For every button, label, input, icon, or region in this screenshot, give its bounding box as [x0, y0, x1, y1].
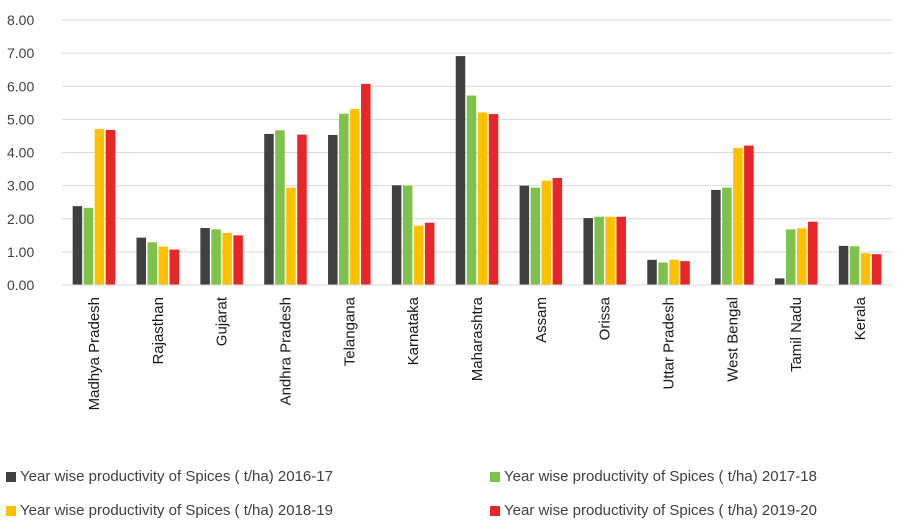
bar	[838, 245, 849, 285]
y-tick-label: 6.00	[7, 78, 34, 94]
bar	[680, 261, 690, 285]
bar	[733, 147, 743, 285]
bar	[519, 185, 530, 285]
bar	[477, 112, 488, 285]
bar	[605, 216, 615, 285]
bar	[796, 228, 807, 285]
gridlines	[62, 19, 892, 253]
bar	[339, 113, 349, 286]
bar	[711, 189, 721, 285]
bar	[275, 130, 285, 285]
bar	[72, 206, 83, 285]
legend-label-2018-19: Year wise productivity of Spices ( t/ha)…	[20, 502, 333, 519]
bar	[402, 185, 413, 285]
y-axis-ticks: 0.00 1.00 2.00 3.00 4.00 5.00 6.00 7.00 8.00	[7, 12, 34, 293]
bar	[744, 145, 754, 285]
bar	[541, 180, 552, 285]
bar-chart: 0.00 1.00 2.00 3.00 4.00 5.00 6.00 7.00 8.00 Mad…	[7, 12, 892, 410]
y-tick-label: 0.00	[7, 277, 34, 293]
bar	[785, 229, 796, 285]
y-tick-label: 5.00	[7, 111, 34, 127]
bar	[147, 242, 158, 285]
legend-item-2019-20: Year wise productivity of Spices ( t/ha)…	[490, 502, 817, 519]
bar	[136, 237, 147, 285]
legend-item-2016-17: Year wise productivity of Spices ( t/ha)…	[6, 468, 333, 485]
bar	[424, 222, 435, 285]
x-category-label: Gujarat	[214, 296, 231, 346]
bar	[530, 187, 541, 285]
x-category-label: Assam	[533, 297, 550, 343]
x-category-label: Maharashtra	[469, 296, 486, 381]
bar	[264, 133, 274, 285]
bar	[669, 259, 679, 285]
x-category-label: Telangana	[341, 296, 358, 366]
bar	[233, 235, 243, 285]
legend-label-2017-18: Year wise productivity of Spices ( t/ha)…	[504, 468, 817, 485]
bar	[413, 225, 424, 285]
bar	[211, 229, 221, 285]
bar	[552, 178, 563, 285]
x-category-label: West Bengal	[724, 297, 741, 382]
bar	[647, 259, 657, 285]
y-tick-label: 7.00	[7, 45, 34, 61]
bars	[72, 56, 882, 286]
x-category-label: Rajasthan	[150, 297, 167, 365]
bar	[222, 232, 232, 285]
bar	[722, 187, 732, 285]
bar	[594, 216, 604, 285]
bar	[849, 246, 860, 285]
x-category-label: Orissa	[597, 296, 614, 340]
bar	[328, 134, 338, 285]
bar	[391, 185, 402, 285]
bar	[158, 246, 169, 285]
y-tick-label: 1.00	[7, 244, 34, 260]
bar	[658, 262, 668, 285]
legend-swatch-2019-20	[490, 505, 500, 516]
legend: Year wise productivity of Spices ( t/ha)…	[0, 460, 897, 523]
bar	[105, 129, 116, 285]
y-tick-label: 3.00	[7, 178, 34, 194]
x-axis-categories: Madhya Pradesh Rajasthan Gujarat Andhra Pra…	[86, 296, 869, 410]
bar	[455, 56, 466, 286]
legend-swatch-2018-19	[6, 505, 16, 516]
bar	[169, 249, 180, 285]
x-category-label: Uttar Pradesh	[661, 297, 678, 390]
legend-item-2017-18: Year wise productivity of Spices ( t/ha)…	[490, 468, 817, 485]
x-category-label: Tamil Nadu	[788, 297, 805, 372]
bar	[83, 207, 94, 285]
y-tick-label: 8.00	[7, 12, 34, 28]
bar	[297, 134, 307, 285]
bar	[361, 83, 371, 286]
bar	[466, 95, 477, 286]
x-category-label: Kerala	[852, 296, 869, 340]
bar	[774, 278, 785, 285]
legend-swatch-2017-18	[490, 471, 500, 482]
legend-label-2019-20: Year wise productivity of Spices ( t/ha)…	[504, 502, 817, 519]
legend-label-2016-17: Year wise productivity of Spices ( t/ha)…	[20, 468, 333, 485]
bar	[583, 218, 593, 285]
bar	[860, 253, 871, 285]
bar	[807, 221, 818, 285]
bar	[488, 114, 499, 285]
bar	[350, 109, 360, 285]
x-category-label: Madhya Pradesh	[86, 297, 103, 410]
bar	[871, 254, 882, 285]
x-category-label: Andhra Pradesh	[277, 297, 294, 405]
y-tick-label: 4.00	[7, 145, 34, 161]
bar	[616, 216, 626, 285]
legend-swatch-2016-17	[6, 471, 16, 482]
y-tick-label: 2.00	[7, 211, 34, 227]
legend-item-2018-19: Year wise productivity of Spices ( t/ha)…	[6, 502, 333, 519]
x-category-label: Karnataka	[405, 296, 422, 365]
bar	[94, 128, 105, 285]
bar	[286, 187, 296, 285]
bar	[200, 228, 210, 285]
